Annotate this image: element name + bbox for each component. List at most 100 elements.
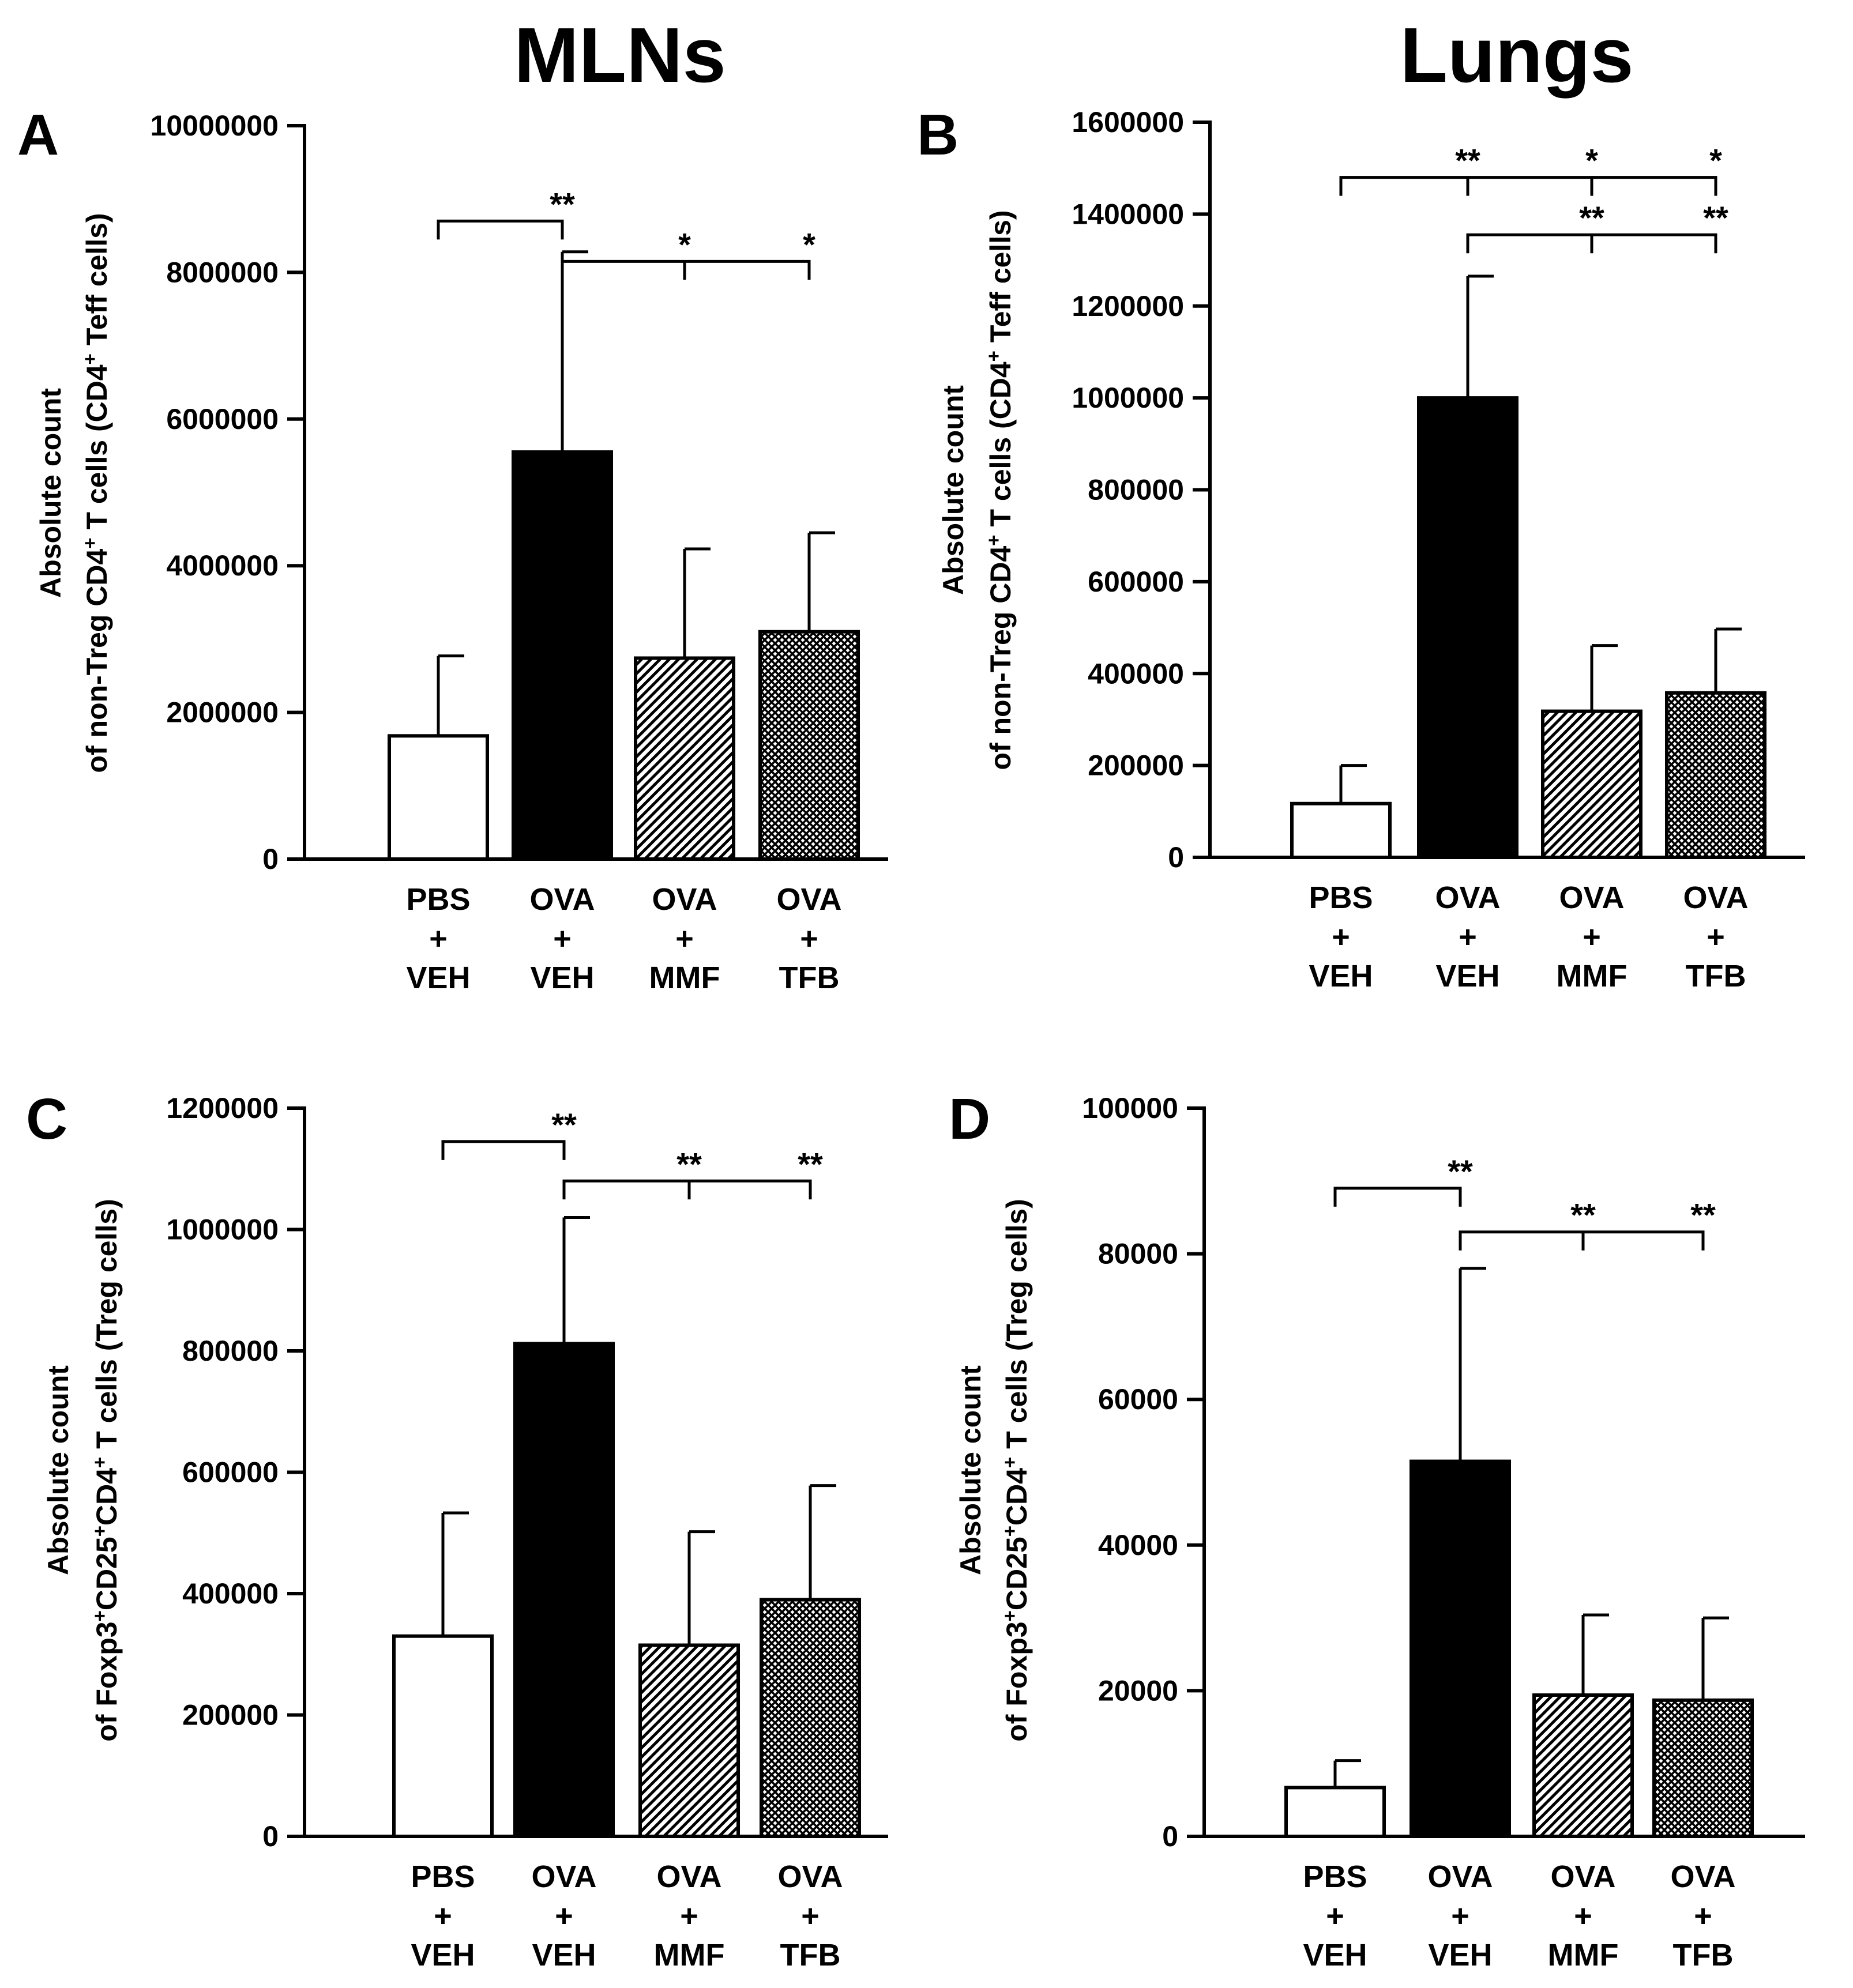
- category-label: OVA: [529, 882, 595, 917]
- bar-pbs-veh: [392, 1634, 494, 1839]
- category-label: TFB: [1686, 959, 1746, 993]
- category-label: VEH: [1435, 959, 1499, 993]
- significance-label: **: [1579, 199, 1604, 236]
- category-label: MMF: [649, 961, 720, 995]
- significance-label: **: [1703, 199, 1728, 236]
- category-label: VEH: [411, 1938, 475, 1972]
- significance-label: **: [551, 1106, 577, 1143]
- category-label: VEH: [406, 961, 470, 995]
- significance-label: **: [1570, 1197, 1596, 1233]
- significance-bracket: [1333, 1187, 1462, 1207]
- significance-label: **: [550, 186, 575, 222]
- y-tick-label: 200000: [182, 1699, 279, 1731]
- significance-label: *: [803, 226, 815, 262]
- category-label: OVA: [1670, 1859, 1735, 1894]
- panel-b: B 0 200000 400000 600000 800000 1000000 1200000…: [917, 103, 1805, 993]
- y-tick-label: 600000: [1088, 566, 1184, 598]
- category-label: +: [429, 921, 448, 956]
- panel-letter: A: [17, 103, 59, 167]
- y-tick-label: 1200000: [1072, 290, 1184, 322]
- y-axis-label: Absolute count: [954, 1365, 987, 1575]
- category-label: +: [800, 921, 818, 956]
- category-label: VEH: [1428, 1938, 1492, 1972]
- bar-ova-tfb: [1652, 1698, 1754, 1839]
- column-title-lungs: Lungs: [1400, 12, 1634, 99]
- category-label: OVA: [1550, 1859, 1615, 1894]
- bar-ova-mmf: [634, 656, 735, 861]
- category-label: OVA: [656, 1859, 721, 1894]
- y-tick-label: 2000000: [166, 696, 279, 729]
- category-label: +: [553, 921, 572, 956]
- category-label: VEH: [1309, 959, 1373, 993]
- significance-label: **: [676, 1146, 702, 1182]
- y-tick-label: 200000: [1088, 750, 1184, 782]
- y-tick-label: 1000000: [1072, 382, 1184, 414]
- y-axis-label-detail: of Foxp3+CD25+CD4+ T cells (Treg cells): [89, 1199, 123, 1741]
- category-label: +: [1583, 920, 1601, 954]
- category-label: OVA: [652, 882, 717, 917]
- bar-ova-veh: [513, 1342, 615, 1839]
- significance-label: **: [798, 1146, 823, 1182]
- significance-label: *: [1709, 142, 1722, 179]
- category-label: +: [1707, 920, 1725, 954]
- panel-letter: B: [917, 103, 959, 167]
- y-axis-label-detail: of Foxp3+CD25+CD4+ T cells (Treg cells): [999, 1199, 1033, 1741]
- significance-bracket: [1466, 233, 1717, 254]
- significance-bracket: [561, 259, 811, 280]
- bar-pbs-veh: [1284, 1786, 1386, 1838]
- y-axis-label: Absolute count: [35, 388, 67, 598]
- y-axis-label-detail: of non-Treg CD4+ T cells (CD4+ Teff cell…: [79, 213, 114, 773]
- bar-ova-tfb: [1665, 691, 1766, 859]
- y-tick-label: 0: [262, 843, 279, 875]
- category-label: VEH: [530, 961, 594, 995]
- bar-ova-veh: [512, 450, 613, 861]
- category-label: +: [1459, 920, 1477, 954]
- panel-c: C 0 200000 400000 600000 800000 1000000 1200000…: [26, 1087, 888, 1972]
- y-tick-label: 1200000: [166, 1092, 279, 1124]
- significance-bracket: [441, 1140, 566, 1160]
- bar-pbs-veh: [1290, 801, 1392, 859]
- category-label: TFB: [780, 1938, 841, 1972]
- y-axis-label: Absolute count: [937, 385, 969, 595]
- category-label: PBS: [1303, 1859, 1367, 1894]
- significance-label: **: [1690, 1197, 1716, 1233]
- category-label: +: [801, 1899, 820, 1933]
- y-tick-label: 1400000: [1072, 198, 1184, 230]
- bar-ova-veh: [1417, 396, 1519, 859]
- significance-bracket: [1339, 176, 1717, 196]
- y-tick-label: 20000: [1098, 1674, 1178, 1707]
- y-tick-label: 1600000: [1072, 106, 1184, 138]
- category-label: PBS: [411, 1859, 475, 1894]
- y-tick-label: 0: [1168, 841, 1184, 873]
- category-label: PBS: [406, 882, 470, 917]
- significance-label: **: [1448, 1153, 1473, 1189]
- category-label: +: [434, 1899, 452, 1933]
- category-label: OVA: [1427, 1859, 1493, 1894]
- category-label: MMF: [1557, 959, 1628, 993]
- panel-letter: C: [26, 1087, 67, 1151]
- category-label: VEH: [532, 1938, 596, 1972]
- column-title-mlns: MLNs: [514, 12, 726, 99]
- category-label: OVA: [1435, 880, 1500, 915]
- category-label: +: [1326, 1899, 1344, 1933]
- category-label: TFB: [1673, 1938, 1734, 1972]
- panel-letter: D: [949, 1087, 990, 1151]
- y-tick-label: 1000000: [166, 1214, 279, 1246]
- category-label: +: [675, 921, 694, 956]
- category-label: +: [680, 1899, 698, 1933]
- bar-ova-tfb: [758, 630, 860, 861]
- category-label: OVA: [776, 882, 841, 917]
- y-tick-label: 800000: [1088, 474, 1184, 506]
- y-tick-label: 8000000: [166, 256, 279, 288]
- y-tick-label: 600000: [182, 1456, 279, 1489]
- y-tick-label: 80000: [1098, 1238, 1178, 1270]
- y-tick-label: 800000: [182, 1335, 279, 1367]
- significance-label: **: [1455, 142, 1480, 179]
- y-tick-label: 6000000: [166, 403, 279, 435]
- y-tick-label: 400000: [182, 1577, 279, 1610]
- category-label: +: [1451, 1899, 1469, 1933]
- significance-label: *: [1585, 142, 1598, 179]
- category-label: OVA: [1683, 880, 1748, 915]
- category-label: +: [1332, 920, 1350, 954]
